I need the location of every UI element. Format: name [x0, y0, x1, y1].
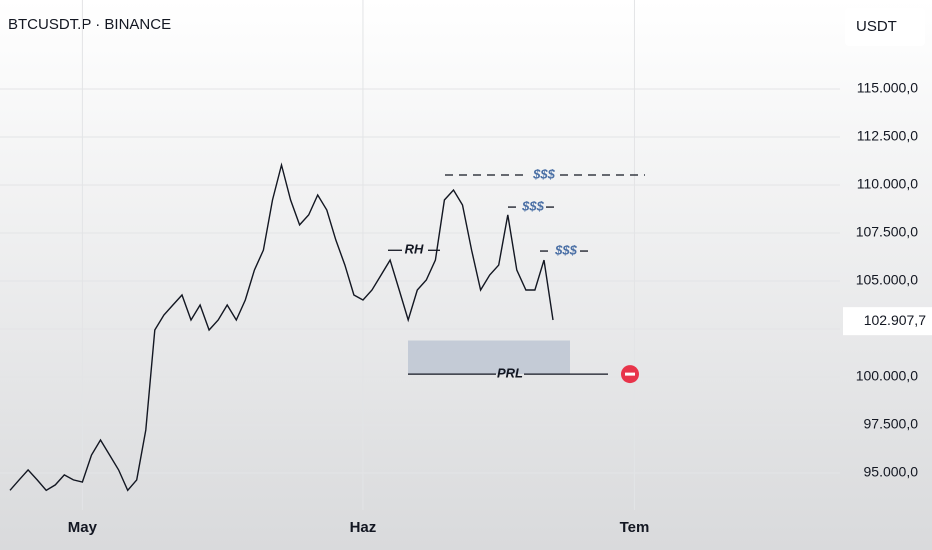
annotation-label: $$$ [532, 166, 555, 181]
y-tick-label: 95.000,0 [864, 464, 919, 480]
annotation-label: $$$ [521, 199, 544, 214]
x-tick-label: Tem [620, 519, 650, 536]
last-price-box [843, 307, 932, 336]
annotation-label: RH [405, 242, 424, 257]
currency-label[interactable]: USDT [856, 18, 897, 35]
annotation-label: $$$ [554, 242, 577, 257]
x-tick-label: May [68, 519, 98, 536]
last-price-label: 102.907,7 [864, 312, 926, 328]
y-tick-label: 100.000,0 [856, 368, 918, 384]
y-tick-label: 107.500,0 [856, 224, 918, 240]
chart-title: BTCUSDT.P · BINANCE [8, 16, 171, 33]
y-tick-label: 112.500,0 [857, 128, 918, 144]
x-tick-label: Haz [350, 519, 377, 536]
y-tick-label: 110.000,0 [857, 176, 918, 192]
y-tick-label: 105.000,0 [856, 272, 918, 288]
price-line [9, 162, 554, 492]
currency-box[interactable] [845, 8, 925, 46]
y-tick-label: 97.500,0 [864, 416, 919, 432]
alert-icon-bar [625, 372, 635, 376]
zone [408, 340, 570, 374]
y-tick-label: 115.000,0 [857, 80, 918, 96]
annotation-label: PRL [497, 366, 523, 381]
